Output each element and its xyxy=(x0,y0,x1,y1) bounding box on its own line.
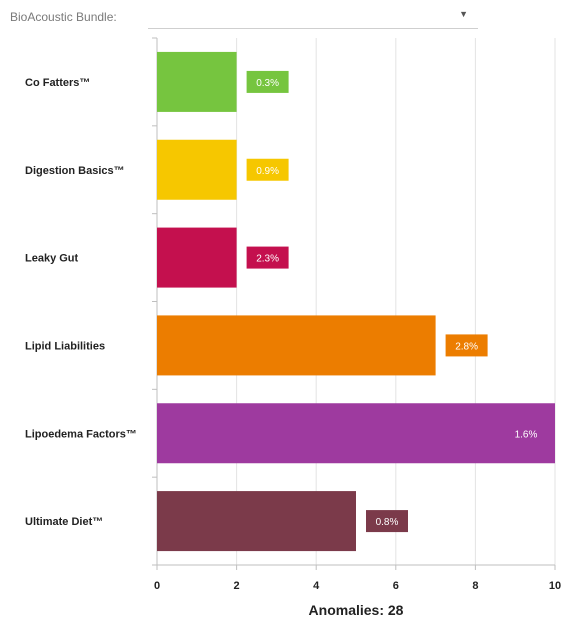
bar xyxy=(157,491,356,552)
bar xyxy=(157,51,237,112)
x-tick-label: 2 xyxy=(234,580,240,592)
data-label: 0.8% xyxy=(376,517,399,528)
data-label: 0.9% xyxy=(256,166,279,177)
chevron-down-icon: ▼ xyxy=(459,9,468,19)
bar xyxy=(157,315,436,376)
data-label: 2.8% xyxy=(455,341,478,352)
x-tick-label: 6 xyxy=(393,580,399,592)
data-label: 2.3% xyxy=(256,254,279,265)
data-label-box xyxy=(246,158,289,181)
data-label-box xyxy=(246,246,289,269)
category-label: Digestion Basics™ xyxy=(25,165,125,177)
category-label: Co Fatters™ xyxy=(25,77,90,89)
x-tick-label: 4 xyxy=(313,580,320,592)
data-label: 0.3% xyxy=(256,78,279,89)
category-label: Leaky Gut xyxy=(25,253,79,265)
category-label: Lipoedema Factors™ xyxy=(25,428,137,440)
bar xyxy=(157,227,237,288)
data-label-box xyxy=(445,334,488,357)
bundle-selector-dropdown[interactable]: ▼ xyxy=(148,6,478,29)
category-label: Lipid Liabilities xyxy=(25,340,105,352)
x-axis-label: Anomalies: 28 xyxy=(309,602,404,618)
x-tick-label: 8 xyxy=(472,580,478,592)
x-tick-label: 10 xyxy=(549,580,561,592)
data-label: 1.6% xyxy=(515,429,538,440)
category-label: Ultimate Diet™ xyxy=(25,516,103,528)
bundle-selector-label: BioAcoustic Bundle: xyxy=(10,10,117,24)
data-label-box xyxy=(246,70,289,93)
x-tick-label: 0 xyxy=(154,580,160,592)
bar xyxy=(157,139,237,200)
bar xyxy=(157,403,555,464)
data-label-box xyxy=(366,510,408,533)
